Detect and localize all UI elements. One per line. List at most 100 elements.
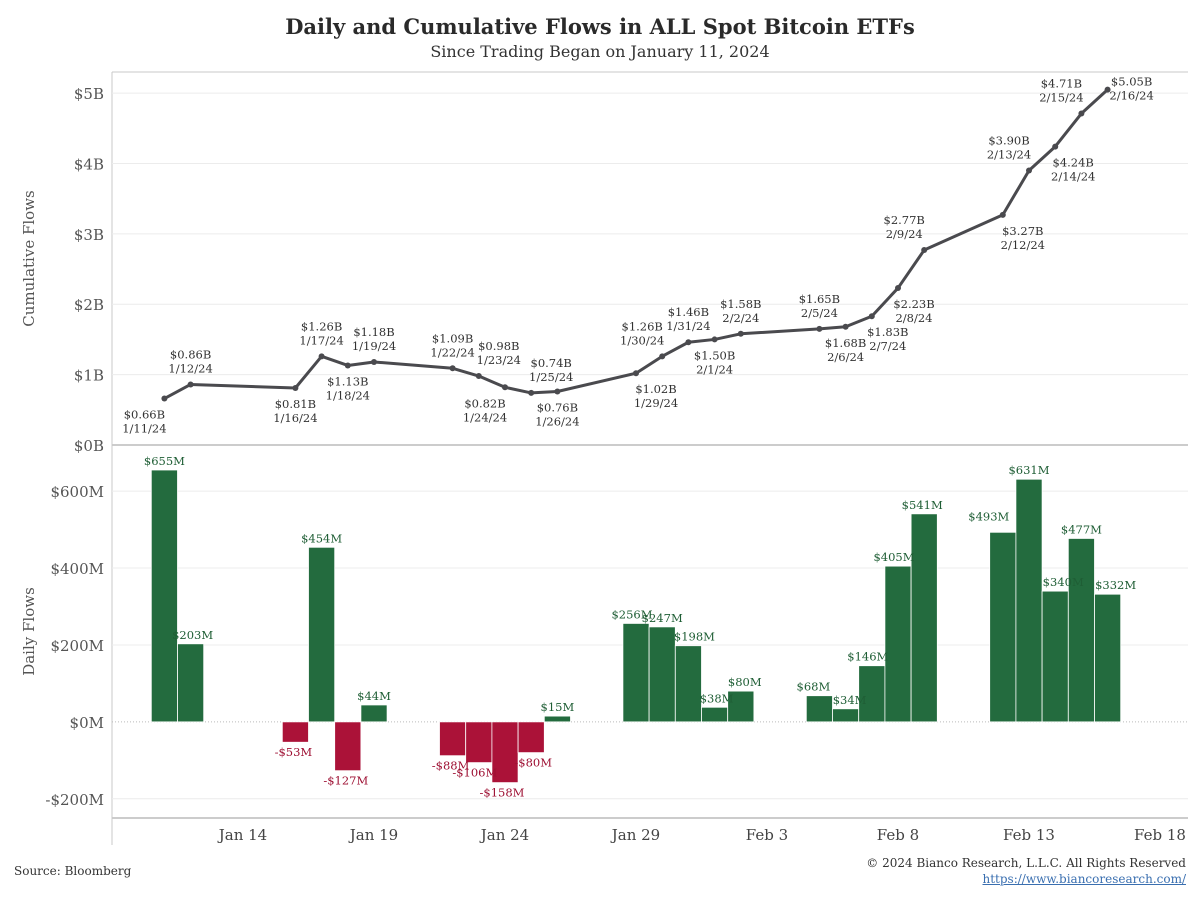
cumulative-point [371, 358, 377, 365]
daily-flow-bar [989, 531, 1017, 723]
cumulative-point [475, 373, 482, 380]
cumulative-value-label: $0.82B [464, 396, 505, 410]
cumulative-value-label: $0.76B [537, 401, 578, 415]
x-tick-label: Feb 3 [746, 826, 788, 844]
y-tick-label-cumulative: $5B [74, 85, 104, 103]
y-tick-label-daily: $600M [50, 483, 104, 501]
y-tick-label-cumulative: $4B [74, 155, 104, 173]
cumulative-date-label: 2/13/24 [987, 148, 1031, 162]
cumulative-date-label: 2/16/24 [1109, 89, 1153, 103]
cumulative-date-label: 2/9/24 [886, 227, 923, 241]
bar-value-label: $631M [1008, 463, 1049, 477]
cumulative-point [292, 384, 299, 391]
y-tick-label-cumulative: $2B [74, 296, 104, 314]
daily-flow-bar [360, 704, 388, 723]
daily-flow-bar [648, 626, 676, 723]
bar-value-label: $655M [144, 454, 185, 468]
website-link[interactable]: https://www.biancoresearch.com/ [982, 872, 1186, 886]
cumulative-date-label: 1/19/24 [352, 339, 396, 353]
bar-value-label: $493M [968, 509, 1009, 523]
daily-flow-bar [884, 565, 912, 723]
cumulative-value-label: $4.24B [1053, 156, 1094, 170]
cumulative-value-label: $1.83B [867, 325, 908, 339]
cumulative-value-label: $0.86B [170, 347, 211, 361]
cumulative-flow-line [163, 88, 1109, 400]
bar-value-label: -$127M [323, 774, 368, 788]
cumulative-date-label: 2/7/24 [869, 339, 906, 353]
cumulative-point [737, 330, 744, 337]
cumulative-point [449, 365, 456, 372]
cumulative-date-label: 1/11/24 [122, 422, 166, 436]
bar-value-label: $454M [301, 531, 342, 545]
cumulative-point [685, 339, 692, 346]
cumulative-value-label: $1.50B [694, 348, 735, 362]
cumulative-date-label: 1/22/24 [430, 345, 474, 359]
bar-value-label: $68M [797, 680, 831, 694]
daily-flow-bar [281, 721, 309, 743]
cumulative-date-label: 1/17/24 [299, 333, 343, 347]
cumulative-point [868, 313, 875, 320]
y-axis-title-daily: Daily Flows [20, 587, 38, 676]
cumulative-value-label: $3.27B [1002, 224, 1043, 238]
y-axis-title-cumulative: Cumulative Flows [20, 190, 38, 326]
bar-value-label: $405M [873, 550, 914, 564]
bar-value-label: $247M [642, 611, 683, 625]
cumulative-point [1052, 143, 1059, 150]
bar-value-label: $38M [700, 691, 734, 705]
bar-value-label: $146M [847, 650, 888, 664]
daily-flow-bar [491, 721, 519, 784]
daily-flow-bar [727, 690, 755, 723]
daily-flow-bar [910, 513, 938, 723]
y-tick-label-cumulative: $3B [74, 226, 104, 244]
cumulative-point [999, 211, 1006, 218]
cumulative-date-label: 1/31/24 [666, 319, 710, 333]
y-tick-label-cumulative: $1B [74, 367, 104, 385]
cumulative-point [1104, 86, 1111, 93]
chart-title: Daily and Cumulative Flows in ALL Spot B… [285, 14, 915, 39]
cumulative-point [659, 353, 666, 360]
bar-value-label: -$106M [452, 766, 497, 780]
bar-value-label: $198M [674, 630, 715, 644]
daily-flow-bar [832, 708, 860, 723]
daily-flow-bar [334, 721, 362, 772]
cumulative-date-label: 1/23/24 [477, 353, 521, 367]
y-tick-label-daily: $200M [50, 637, 104, 655]
cumulative-value-label: $1.26B [622, 319, 663, 333]
x-tick-label: Jan 29 [610, 826, 660, 844]
bar-value-label: $332M [1095, 578, 1136, 592]
cumulative-value-label: $5.05B [1111, 75, 1152, 89]
daily-flow-bar [674, 645, 702, 723]
bar-value-label: $477M [1061, 522, 1102, 536]
cumulative-value-label: $0.66B [124, 408, 165, 422]
daily-flow-bar [805, 695, 833, 723]
x-tick-label: Jan 24 [479, 826, 529, 844]
y-tick-label-cumulative: $0B [74, 437, 104, 455]
daily-flow-bar [1041, 590, 1069, 723]
cumulative-point [895, 285, 901, 292]
bar-value-label: $203M [172, 628, 213, 642]
cumulative-value-label: $1.68B [825, 336, 866, 350]
cumulative-date-label: 2/2/24 [722, 311, 759, 325]
daily-flow-bar [465, 721, 493, 764]
cumulative-point [554, 388, 561, 395]
daily-flow-bar [439, 721, 467, 757]
bar-value-label: -$88M [432, 759, 470, 773]
cumulative-value-label: $1.65B [799, 292, 840, 306]
cumulative-value-label: $2.77B [884, 213, 925, 227]
bar-value-label: $541M [902, 498, 943, 512]
chart-subtitle: Since Trading Began on January 11, 2024 [430, 42, 770, 61]
cumulative-value-label: $1.09B [432, 331, 473, 345]
cumulative-date-label: 2/15/24 [1039, 91, 1083, 105]
cumulative-date-label: 1/26/24 [535, 415, 579, 429]
daily-flow-bar [858, 665, 886, 723]
cumulative-value-label: $1.13B [327, 374, 368, 388]
bar-value-label: -$158M [480, 786, 525, 800]
bar-value-label: -$53M [275, 745, 313, 759]
cumulative-value-label: $1.58B [720, 297, 761, 311]
cumulative-point [318, 353, 325, 360]
cumulative-value-label: $4.71B [1041, 77, 1082, 91]
daily-flow-bar [150, 469, 178, 723]
daily-flow-bar [1015, 478, 1043, 723]
x-tick-label: Feb 13 [1003, 826, 1055, 844]
